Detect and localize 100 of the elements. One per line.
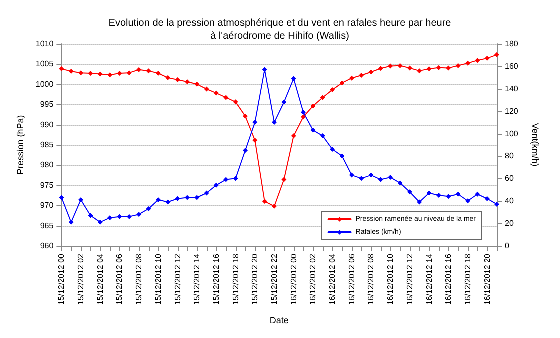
point xyxy=(88,70,94,76)
point xyxy=(494,202,500,207)
point xyxy=(475,58,480,64)
x-tick-label: 15/12/2012 20 xyxy=(250,253,260,306)
point xyxy=(426,190,432,196)
y-tick-label: 990 xyxy=(40,120,54,130)
point xyxy=(456,192,461,197)
point xyxy=(166,200,171,205)
y-axis-title: Pression (hPa) xyxy=(16,115,26,175)
point xyxy=(436,193,442,198)
x-tick-label: 16/12/2012 12 xyxy=(405,253,414,306)
y2-tick-label: 60 xyxy=(505,174,514,184)
point xyxy=(398,63,403,68)
point xyxy=(108,215,113,220)
point xyxy=(156,70,161,76)
x-axis-title: Date xyxy=(270,316,289,326)
y-tick-label: 985 xyxy=(40,140,54,150)
point xyxy=(282,177,287,182)
point xyxy=(301,110,306,115)
point xyxy=(291,134,296,139)
x-tick-label: 15/12/2012 12 xyxy=(173,253,182,306)
y-tick-label: 1005 xyxy=(36,60,54,69)
x-tick-label: 16/12/2012 02 xyxy=(308,253,318,306)
point xyxy=(272,120,278,126)
y2-axis-title: Vent(km/h) xyxy=(530,123,540,167)
point xyxy=(291,76,296,82)
point xyxy=(340,154,345,159)
x-tick-label: 15/12/2012 16 xyxy=(212,253,221,306)
point xyxy=(126,70,132,76)
y2-tick-label: 120 xyxy=(505,106,519,116)
point xyxy=(242,148,248,154)
x-tick-label: 15/12/2012 18 xyxy=(231,253,240,306)
point xyxy=(68,68,74,74)
point xyxy=(156,197,161,202)
point xyxy=(184,195,190,200)
point xyxy=(224,177,229,182)
point xyxy=(98,220,103,225)
point xyxy=(465,198,470,204)
x-tick-label: 16/12/2012 04 xyxy=(328,253,338,306)
x-tick-label: 16/12/2012 20 xyxy=(482,253,492,306)
x-tick-label: 16/12/2012 10 xyxy=(386,253,396,306)
point xyxy=(78,70,84,76)
y-tick-label: 980 xyxy=(40,160,54,170)
x-tick-label: 16/12/2012 18 xyxy=(463,253,472,306)
point xyxy=(68,220,74,225)
point xyxy=(398,180,403,186)
x-tick-label: 15/12/2012 22 xyxy=(270,253,280,306)
point xyxy=(340,80,345,86)
point xyxy=(359,176,364,182)
point xyxy=(349,76,354,81)
point xyxy=(282,100,287,105)
chart-title: Evolution de la pression atmosphérique et du vent en rafales heure par heure à l'aérodrome de Hihifo (Wallis) xyxy=(108,18,452,42)
x-tick-label: 16/12/2012 14 xyxy=(424,253,434,306)
point xyxy=(78,197,84,202)
point xyxy=(378,177,384,182)
point xyxy=(426,66,432,72)
x-tick-label: 16/12/2012 06 xyxy=(347,253,356,306)
point xyxy=(242,114,248,119)
point xyxy=(494,52,500,58)
point xyxy=(175,196,180,202)
x-tick-label: 15/12/2012 14 xyxy=(192,253,202,306)
y2-tick-label: 40 xyxy=(505,196,514,206)
point xyxy=(262,199,268,204)
point xyxy=(388,175,394,180)
point xyxy=(204,86,210,92)
y-tick-label: 975 xyxy=(40,180,54,190)
point xyxy=(117,70,122,76)
point xyxy=(117,214,122,220)
point xyxy=(166,75,171,80)
point xyxy=(368,172,374,178)
y2-tick-label: 0 xyxy=(505,242,510,250)
y-tick-label: 960 xyxy=(40,242,54,250)
point xyxy=(88,213,94,218)
y2-tick-label: 20 xyxy=(505,219,514,228)
point xyxy=(59,195,64,200)
x-tick-label: 16/12/2012 08 xyxy=(366,253,376,306)
point xyxy=(475,192,480,197)
x-tick-label: 16/12/2012 00 xyxy=(289,253,298,306)
point xyxy=(126,214,132,220)
point xyxy=(320,134,326,139)
point xyxy=(417,200,422,205)
point xyxy=(484,196,490,202)
y-tick-label: 995 xyxy=(40,100,54,110)
point xyxy=(194,195,200,200)
point xyxy=(214,90,219,96)
point xyxy=(310,128,316,133)
point xyxy=(252,138,258,144)
point xyxy=(204,190,210,196)
point xyxy=(417,68,422,74)
point xyxy=(224,95,229,100)
point xyxy=(146,206,152,212)
y2-tick-label: 80 xyxy=(505,152,514,161)
x-tick-label: 15/12/2012 02 xyxy=(76,253,86,306)
point xyxy=(108,72,113,78)
x-tick-label: 15/12/2012 04 xyxy=(96,253,105,306)
point xyxy=(194,82,200,87)
point xyxy=(272,204,278,209)
x-tick-label: 15/12/2012 00 xyxy=(57,253,66,306)
point xyxy=(446,66,452,71)
point xyxy=(378,66,384,72)
